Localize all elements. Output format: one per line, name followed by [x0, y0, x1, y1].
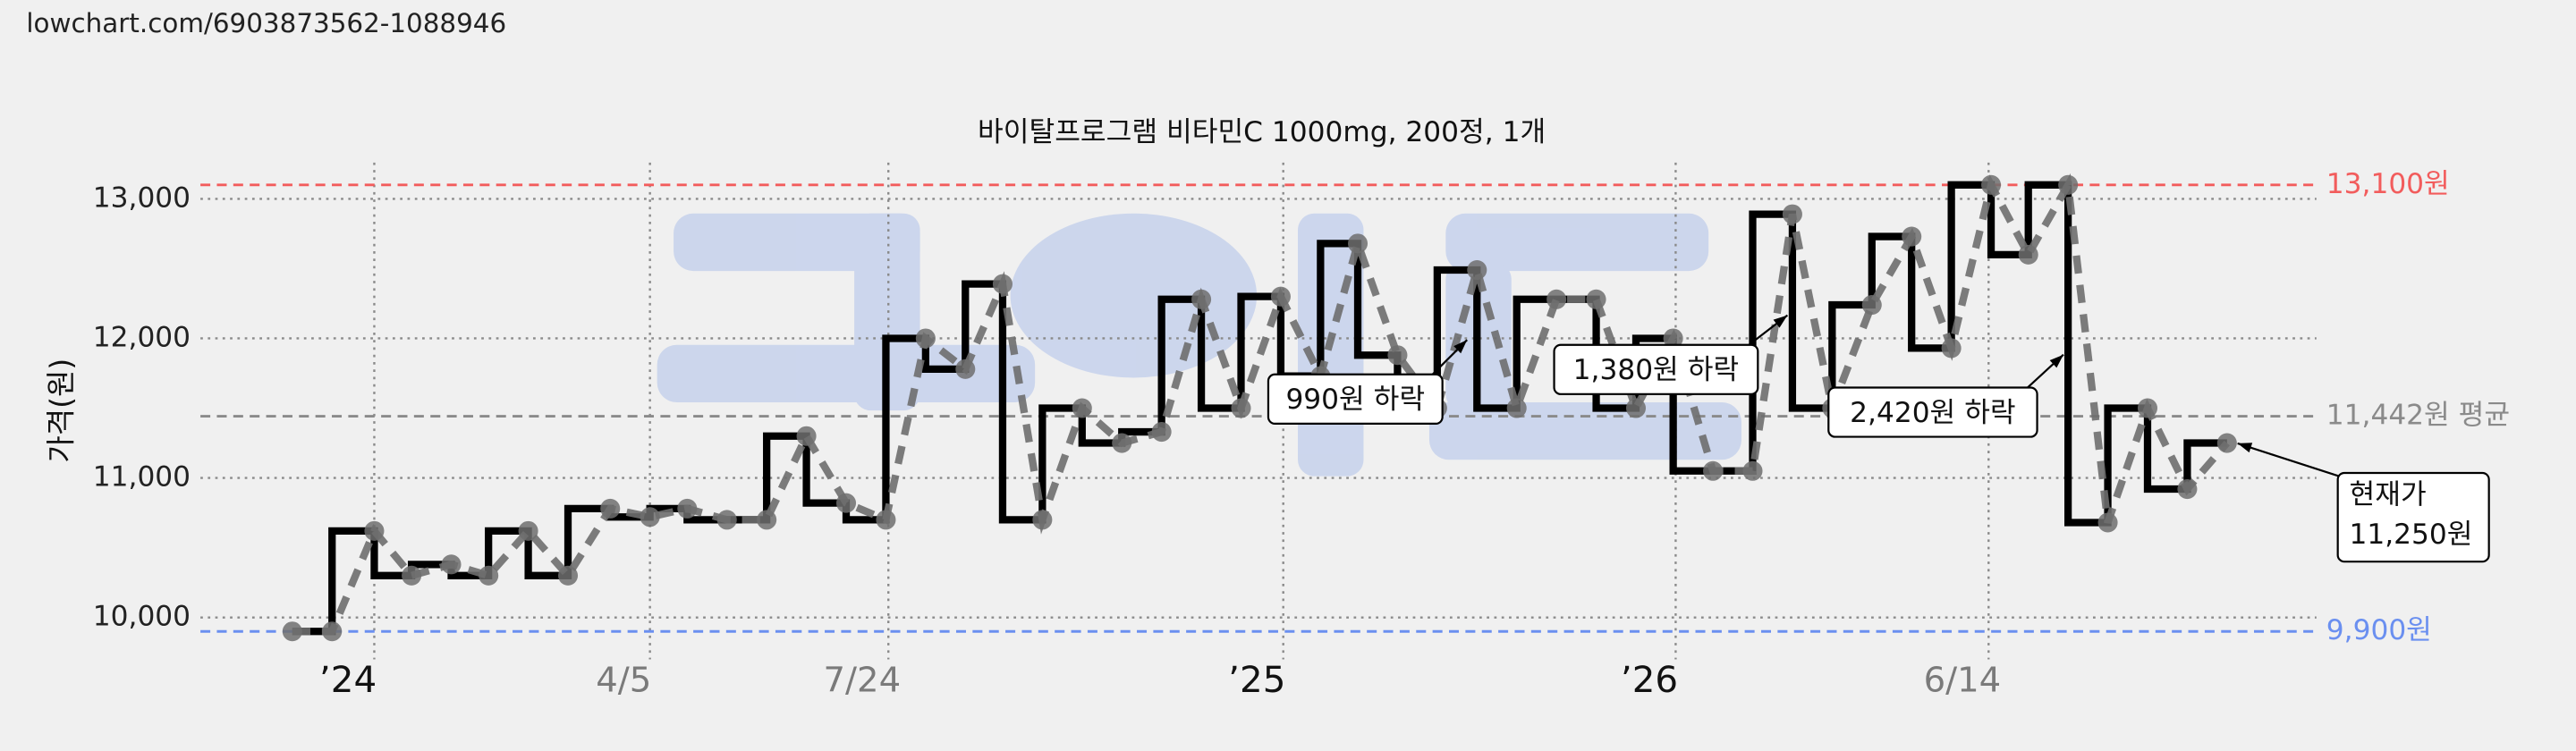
price-point: [1151, 422, 1172, 443]
reference-label: 11,442원 평균: [2326, 400, 2510, 432]
x-tick-label: 6/14: [1924, 661, 2002, 701]
price-point: [282, 621, 302, 642]
price-point: [757, 510, 777, 530]
price-point: [402, 565, 422, 586]
annotation-arrowhead: [2237, 443, 2253, 453]
annotation-text: 990원 하락: [1285, 384, 1425, 416]
price-point: [1506, 398, 1527, 418]
price-point: [1742, 460, 1763, 481]
price-point: [2216, 433, 2237, 453]
price-point: [640, 507, 660, 527]
chart-title: 바이탈프로그램 비타민C 1000mg, 200정, 1개: [978, 116, 1546, 148]
annotation-box: [1267, 373, 1444, 425]
price-point: [558, 565, 579, 586]
annotation-text: 2,420원 하락: [1850, 397, 2015, 429]
price-point: [1112, 433, 1132, 453]
current-price-text: 현재가: [2350, 479, 2427, 511]
price-point: [1546, 289, 1567, 309]
price-point: [992, 274, 1013, 294]
annotation-box: [1553, 343, 1759, 395]
price-point: [2137, 398, 2158, 418]
source-url: lowchart.com/6903873562-1088946: [26, 8, 506, 38]
price-point: [835, 493, 857, 513]
price-point: [479, 565, 499, 586]
annotation-arrowhead: [2049, 354, 2063, 368]
price-point: [1586, 289, 1606, 309]
price-point: [2058, 174, 2079, 195]
price-point: [1981, 174, 2002, 195]
price-point: [1072, 398, 1092, 418]
current-price-box: [2336, 471, 2490, 563]
dashed-trend-line: [292, 173, 2230, 636]
price-point: [2018, 244, 2038, 265]
annotation-arrowhead: [1773, 315, 1788, 328]
price-point: [1032, 510, 1053, 530]
current-price-text: 11,250원: [2350, 519, 2473, 551]
y-tick-label: 11,000: [93, 461, 191, 494]
price-point: [364, 520, 385, 541]
x-tick-label: 4/5: [596, 661, 651, 701]
price-point: [322, 621, 343, 642]
y-axis-label: 가격(원): [43, 359, 78, 463]
price-point: [1467, 259, 1487, 281]
price-point: [600, 498, 621, 519]
y-tick-label: 13,000: [93, 181, 191, 214]
annotation-text: 1,380원 하락: [1573, 354, 1739, 386]
price-point: [716, 510, 737, 530]
x-tick-label: ’25: [1228, 658, 1285, 701]
reference-label: 9,900원: [2326, 614, 2432, 646]
annotation-arrowhead: [1453, 340, 1468, 354]
x-tick-label: ’24: [319, 658, 377, 701]
price-point: [1191, 289, 1212, 309]
price-point: [677, 498, 698, 519]
annotation-arrow: [2237, 442, 2350, 481]
price-point: [1625, 398, 1647, 418]
y-tick-label: 12,000: [93, 321, 191, 353]
price-point: [518, 520, 538, 541]
x-tick-label: ’26: [1621, 658, 1678, 701]
price-point: [915, 328, 936, 349]
price-point: [2177, 479, 2198, 500]
price-point: [876, 510, 896, 530]
price-point: [1231, 398, 1251, 418]
price-point: [441, 554, 462, 575]
price-point: [1861, 295, 1882, 316]
price-point: [1902, 226, 1922, 247]
price-point: [1663, 328, 1683, 349]
price-point: [1270, 286, 1291, 307]
y-tick-label: 10,000: [93, 601, 191, 633]
price-point: [1387, 345, 1408, 366]
price-point: [1941, 338, 1962, 359]
reference-label: 13,100원: [2326, 168, 2450, 200]
price-point: [1782, 204, 1802, 224]
price-point: [796, 426, 817, 446]
price-point: [1703, 460, 1724, 481]
price-point: [2097, 512, 2118, 533]
annotation-box: [1827, 386, 2038, 438]
price-point: [1347, 233, 1368, 254]
price-point: [955, 359, 976, 379]
x-tick-label: 7/24: [824, 661, 902, 701]
